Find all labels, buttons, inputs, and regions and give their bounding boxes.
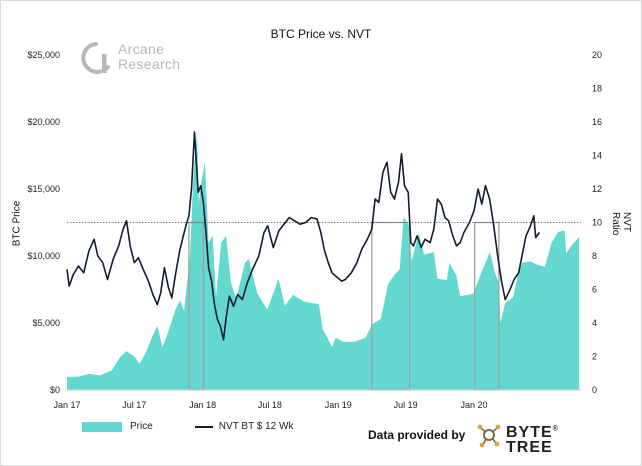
y-tick-right: 18 bbox=[592, 84, 602, 94]
legend-label-nvt: NVT BT $ 12 Wk bbox=[218, 421, 294, 432]
x-tick: Jan 17 bbox=[53, 400, 80, 410]
data-provided-label: Data provided by bbox=[368, 428, 466, 442]
y-tick-right: 2 bbox=[592, 352, 597, 362]
x-tick: Jan 19 bbox=[325, 400, 352, 410]
y-tick-left: $15,000 bbox=[27, 184, 60, 194]
y-tick-right: 20 bbox=[592, 50, 602, 60]
x-tick: Jan 18 bbox=[189, 400, 216, 410]
y-tick-right: 12 bbox=[592, 184, 602, 194]
bytetree-name-line-1: BYTE® bbox=[506, 424, 559, 441]
y-tick-left: $20,000 bbox=[27, 117, 60, 127]
price-area bbox=[67, 131, 580, 390]
nvt-line bbox=[66, 131, 541, 341]
x-tick: Jul 19 bbox=[394, 400, 418, 410]
brand-line-2: Research bbox=[118, 56, 181, 72]
brand-name: Arcane Research bbox=[118, 42, 180, 72]
y-tick-right: 6 bbox=[592, 285, 597, 295]
bytetree-name-line-2: TREE bbox=[506, 439, 553, 456]
y-tick-right: 4 bbox=[592, 318, 597, 328]
legend-label-price: Price bbox=[130, 421, 153, 432]
y-tick-left: $5,000 bbox=[32, 318, 60, 328]
chart-title: BTC Price vs. NVT bbox=[270, 27, 372, 41]
legend: Price NVT BT $ 12 Wk bbox=[82, 421, 293, 432]
x-tick: Jul 17 bbox=[122, 400, 146, 410]
y-tick-left: $0 bbox=[50, 385, 60, 395]
x-tick: Jul 18 bbox=[258, 400, 282, 410]
arcane-logo-icon bbox=[81, 42, 110, 74]
legend-swatch-nvt bbox=[194, 425, 213, 428]
y-tick-left: $25,000 bbox=[27, 50, 60, 60]
bytetree-logo-icon bbox=[477, 424, 501, 448]
brand-line-1: Arcane bbox=[118, 41, 165, 57]
y-tick-right: 0 bbox=[592, 385, 597, 395]
x-tick: Jan 20 bbox=[460, 400, 487, 410]
bytetree-wordmark: BYTE® TREE bbox=[506, 424, 559, 457]
y-tick-left: $10,000 bbox=[27, 251, 60, 261]
y-tick-right: 14 bbox=[592, 151, 602, 161]
y-tick-right: 16 bbox=[592, 117, 602, 127]
y-tick-right: 8 bbox=[592, 251, 597, 261]
y-tick-right: 10 bbox=[592, 218, 602, 228]
legend-swatch-price bbox=[82, 421, 122, 432]
registered-mark: ® bbox=[552, 425, 559, 433]
